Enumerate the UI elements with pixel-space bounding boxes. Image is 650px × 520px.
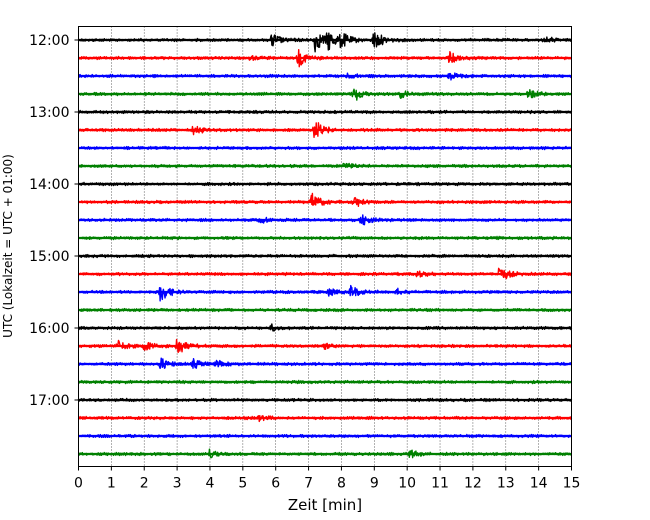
y-tick-label: 16:00 (29, 321, 69, 337)
y-axis-label: UTC (Lokalzeit = UTC + 01:00) (1, 154, 15, 338)
x-tick-label: 2 (140, 476, 149, 492)
x-tick-label: 0 (74, 476, 83, 492)
x-tick-label: 7 (304, 476, 313, 492)
x-tick-label: 10 (398, 476, 416, 492)
x-tick-label: 5 (238, 476, 247, 492)
y-axis: 12:00 13:00 14:00 15:00 16:00 17:00 (29, 33, 79, 409)
grid-lines (111, 26, 539, 467)
y-tick-label: 14:00 (29, 177, 69, 193)
x-tick-label: 12 (464, 476, 482, 492)
x-tick-label: 1 (107, 476, 116, 492)
x-tick-label: 15 (563, 476, 581, 492)
x-axis: 0 1 2 3 4 5 6 7 8 9 10 11 12 13 14 15 (74, 466, 581, 492)
trace-line (78, 192, 573, 208)
x-tick-label: 13 (497, 476, 515, 492)
y-tick-label: 17:00 (29, 393, 69, 409)
trace-line (77, 284, 573, 302)
x-tick-label: 3 (173, 476, 182, 492)
trace-line (78, 32, 572, 53)
plot-frame (78, 26, 572, 467)
x-tick-label: 8 (337, 476, 346, 492)
trace-lines (77, 32, 573, 459)
y-tick-label: 15:00 (29, 249, 69, 265)
x-tick-label: 6 (271, 476, 280, 492)
x-tick-label: 9 (370, 476, 379, 492)
x-tick-label: 11 (431, 476, 449, 492)
y-tick-label: 13:00 (29, 105, 69, 121)
x-tick-label: 14 (530, 476, 548, 492)
x-axis-label: Zeit [min] (288, 496, 362, 514)
y-tick-label: 12:00 (29, 33, 69, 49)
x-tick-label: 4 (206, 476, 215, 492)
